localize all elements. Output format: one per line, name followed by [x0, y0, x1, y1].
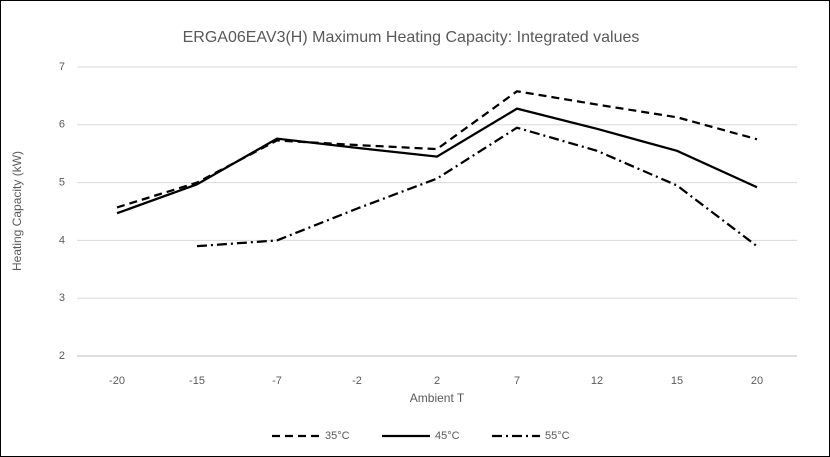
line-series: [196, 126, 758, 248]
y-tick-label: 5: [59, 177, 65, 189]
chart-title: ERGA06EAV3(H) Maximum Heating Capacity: …: [183, 29, 640, 46]
x-tick-label: -15: [189, 375, 205, 387]
x-tick-label: 7: [514, 375, 520, 387]
x-tick-label: -7: [272, 375, 282, 387]
y-tick-label: 4: [59, 234, 65, 246]
legend-label: 35°C: [325, 430, 350, 442]
x-tick-label: -20: [109, 375, 125, 387]
y-axis-title: Heating Capacity (kW): [10, 151, 24, 271]
x-tick-label: 2: [434, 375, 440, 387]
x-tick-label: -2: [352, 375, 362, 387]
y-tick-label: 7: [59, 61, 65, 73]
legend-label: 55°C: [545, 430, 570, 442]
legend-label: 45°C: [435, 430, 460, 442]
x-tick-label: 15: [671, 375, 683, 387]
line-series: [116, 107, 758, 215]
x-tick-label: 20: [751, 375, 763, 387]
y-tick-label: 6: [59, 119, 65, 131]
x-axis-title: Ambient T: [410, 391, 465, 405]
y-tick-label: 3: [59, 292, 65, 304]
x-tick-label: 12: [591, 375, 603, 387]
y-tick-label: 2: [59, 350, 65, 362]
